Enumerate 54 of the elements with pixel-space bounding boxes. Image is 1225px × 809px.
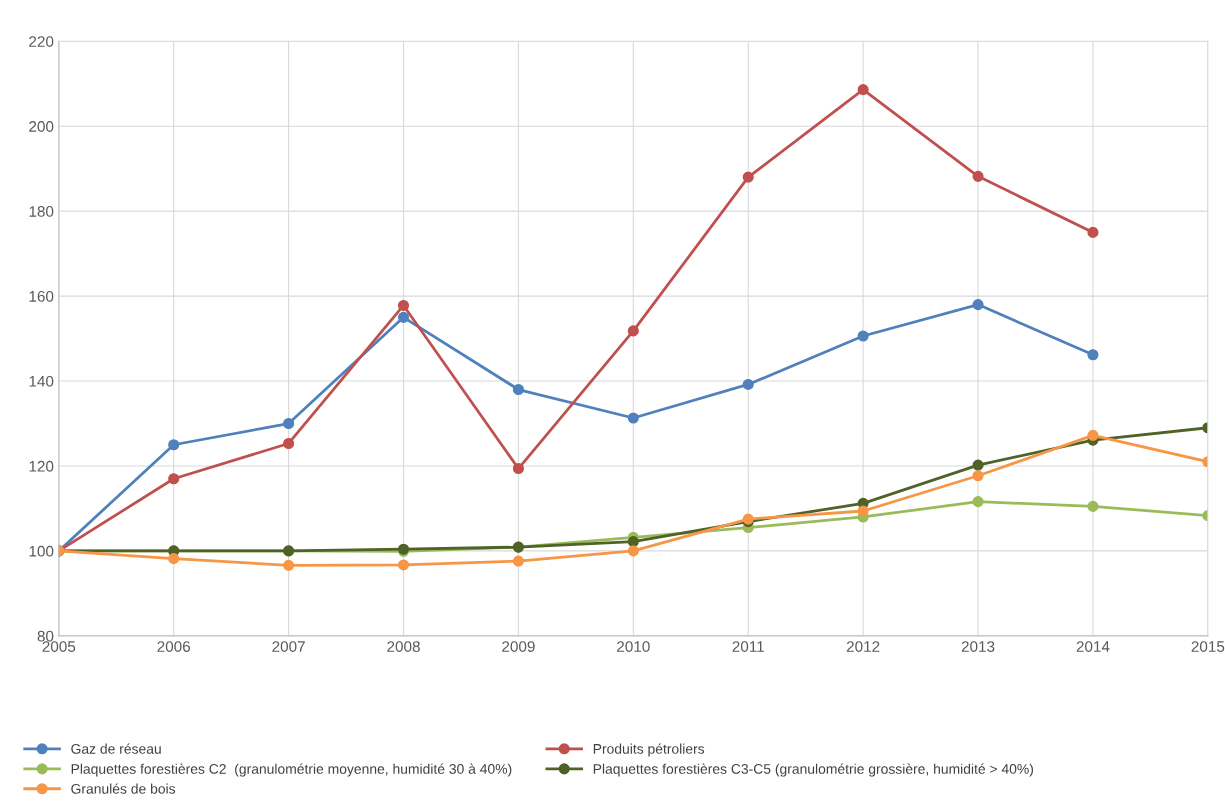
point — [627, 412, 639, 424]
y-tick-label: 220 — [29, 36, 54, 47]
point — [168, 439, 180, 451]
point — [627, 536, 639, 548]
x-tick-label: 2011 — [732, 641, 764, 652]
legend-label: Plaquettes forestières C2 (granulométrie moyenne, humidité 30 à 40%) — [71, 763, 512, 777]
x-tick-label: 2014 — [1076, 641, 1110, 652]
point — [512, 462, 524, 475]
point — [742, 378, 754, 390]
point — [168, 473, 180, 485]
x-tick-label: 2008 — [387, 641, 420, 652]
point — [283, 417, 295, 430]
point — [857, 505, 869, 517]
x-tick-label: 2005 — [42, 641, 76, 652]
x-tick-label: 2013 — [961, 641, 995, 652]
point — [512, 383, 524, 396]
point — [627, 325, 639, 337]
point — [857, 330, 869, 342]
legend-label: Granulés de bois — [71, 783, 176, 794]
point — [168, 553, 180, 565]
point — [1087, 429, 1099, 441]
y-tick-label: 140 — [29, 375, 54, 387]
y-tick-label: 80 — [37, 630, 54, 642]
point — [627, 545, 639, 557]
point — [972, 496, 984, 508]
point — [972, 470, 984, 482]
point — [972, 170, 984, 182]
point — [972, 299, 984, 311]
y-tick-label: 100 — [29, 545, 54, 557]
legend-label: Gaz de réseau — [71, 743, 161, 754]
y-tick-label: 200 — [29, 121, 54, 132]
point — [857, 84, 869, 96]
point — [972, 459, 984, 471]
point — [283, 559, 295, 571]
x-tick-label: 2009 — [502, 641, 535, 652]
y-tick-label: 120 — [29, 460, 54, 472]
point — [397, 311, 410, 323]
point — [397, 299, 410, 311]
point — [1087, 500, 1099, 512]
x-tick-label: 2012 — [846, 641, 880, 652]
point — [397, 559, 410, 571]
point — [742, 171, 754, 183]
x-tick-label: 2006 — [157, 641, 191, 652]
legend-label: Plaquettes forestières C3-C5 (granulométrie grossière, humidité > 40%) — [593, 763, 1034, 777]
x-tick-label: 2015 — [1191, 641, 1225, 652]
y-tick-label: 160 — [29, 290, 54, 302]
point — [283, 437, 295, 450]
point — [1087, 349, 1099, 361]
legend-label: Produits pétroliers — [593, 743, 705, 757]
point — [512, 555, 524, 567]
x-tick-label: 2007 — [272, 641, 305, 652]
x-tick-label: 2010 — [617, 641, 650, 652]
point — [1087, 226, 1099, 238]
y-tick-label: 180 — [29, 206, 54, 217]
